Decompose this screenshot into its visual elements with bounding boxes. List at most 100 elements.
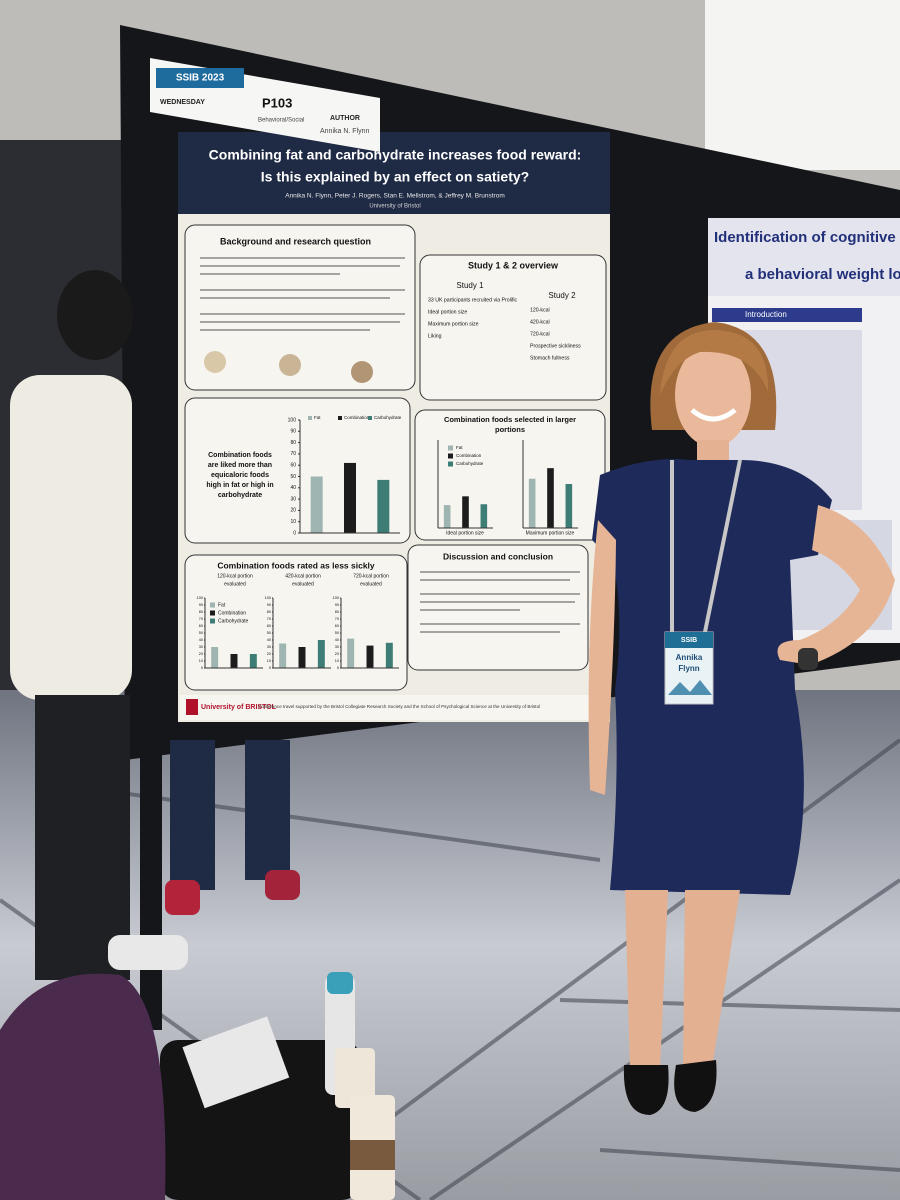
poster-text: 80 (199, 610, 203, 614)
bar (310, 476, 323, 533)
poster-text: 60 (267, 624, 271, 628)
bar (366, 645, 374, 668)
bar (344, 462, 356, 533)
bar (347, 638, 355, 668)
event: SSIB 2023 (176, 73, 225, 84)
poster-text: equicaloric foods (211, 472, 269, 479)
poster-text: 70 (267, 617, 271, 621)
attendee (10, 270, 188, 980)
poster-text: are liked more than (208, 462, 272, 469)
poster-text: 720-kcal portion (353, 573, 389, 579)
poster-text: Fat (314, 415, 321, 420)
poster-text: Maximum portion size (428, 321, 479, 327)
other-attendee-legs (165, 740, 300, 915)
poster-title: Combining fat and carbohydrate increases… (209, 147, 582, 163)
bar (480, 504, 488, 528)
poster-text: 10 (290, 519, 296, 525)
poster-text: Carbohydrate (374, 415, 402, 420)
poster-text: 50 (267, 631, 271, 635)
belongings (0, 972, 395, 1200)
footer-text: Conference travel supported by the Brist… (258, 704, 540, 709)
poster-text: 30 (267, 645, 271, 649)
legend-swatch (338, 416, 342, 420)
bar (249, 654, 257, 668)
window (705, 0, 900, 170)
neighbor-title: a behavioral weight los (745, 266, 900, 283)
poster-text: 60 (199, 624, 203, 628)
legend-swatch (448, 461, 453, 467)
poster-text: 50 (199, 631, 203, 635)
poster-text: 80 (335, 610, 339, 614)
poster-text: 100 (265, 596, 271, 600)
poster-text: Carbohydrate (456, 461, 484, 466)
bar (462, 496, 469, 528)
poster-text: Ideal portion size (446, 530, 484, 536)
poster-text: 70 (199, 617, 203, 621)
poster-text: 20 (267, 652, 271, 656)
poster-text: high in fat or high in (206, 482, 273, 489)
poster-text: carbohydrate (218, 492, 262, 499)
poster-text: evaluated (360, 581, 382, 587)
poster-text: 20 (199, 652, 203, 656)
poster-text: 420-kcal (530, 319, 550, 325)
poster-text: 90 (267, 603, 271, 607)
poster-text: Combination foods (208, 452, 272, 459)
poster-text: 50 (290, 474, 296, 480)
badge-event: SSIB (681, 637, 697, 644)
panel-heading: Background and research question (220, 236, 371, 246)
poster-text: 40 (267, 638, 271, 642)
body-text (420, 571, 580, 633)
poster-text: 50 (335, 631, 339, 635)
poster-text: 720-kcal (530, 331, 550, 337)
poster-text: 80 (267, 610, 271, 614)
bar (565, 484, 573, 528)
bar (385, 642, 393, 668)
poster-text: 100 (288, 417, 297, 423)
board-leg (140, 740, 162, 1030)
label-card: SSIB 2023 WEDNESDAY P103 Behavioral/Soci… (150, 58, 380, 152)
poster-text: Fat (456, 445, 463, 450)
poster-text: Fat (218, 602, 226, 608)
study-heading: Study 1 (456, 281, 484, 290)
panel-heading: Combination foods rated as less sickly (217, 560, 375, 570)
poster-text: 20 (335, 652, 339, 656)
bar (377, 479, 390, 533)
poster-text: 33 UK participants recruited via Prolifi… (428, 297, 517, 303)
poster-text: Combination foods selected in larger (444, 415, 576, 424)
poster-text: portions (495, 425, 525, 434)
study-heading: Study 2 (548, 291, 576, 300)
poster-text: 60 (335, 624, 339, 628)
poster-text: Combination (218, 610, 246, 616)
legend-swatch (210, 618, 215, 624)
body-text (200, 257, 405, 331)
bar (230, 654, 238, 668)
poster-text: 100 (197, 596, 203, 600)
neighbor-title: Identification of cognitive functions (714, 229, 900, 246)
poster-text: 0 (337, 666, 339, 670)
poster-affiliation: University of Bristol (369, 204, 420, 210)
poster-text: 0 (201, 666, 203, 670)
legend-swatch (368, 416, 372, 420)
poster-text: Stomach fullness (530, 355, 570, 361)
bar (528, 478, 536, 528)
panel-heading: Discussion and conclusion (443, 551, 553, 561)
poster-text: evaluated (224, 581, 246, 587)
poster-text: Liking (428, 333, 442, 339)
poster-text: 80 (290, 440, 296, 446)
poster-text: Combination (344, 415, 370, 420)
poster-text: 0 (293, 530, 296, 536)
logo: University of BRISTOL (201, 704, 277, 711)
badge-first-name: Annika (676, 653, 703, 662)
poster-text: 120-kcal portion (217, 573, 253, 579)
poster-text: 10 (267, 659, 271, 663)
poster-text: 40 (335, 638, 339, 642)
poster-text: 20 (290, 508, 296, 514)
poster-text: 420-kcal portion (285, 573, 321, 579)
footer (180, 695, 605, 720)
legend-swatch (448, 453, 453, 459)
poster: Combining fat and carbohydrate increases… (178, 132, 610, 722)
author-heading: AUTHOR (330, 115, 360, 122)
author: Annika N. Flynn (320, 128, 370, 135)
poster-text: 70 (335, 617, 339, 621)
poster-text: 30 (335, 645, 339, 649)
